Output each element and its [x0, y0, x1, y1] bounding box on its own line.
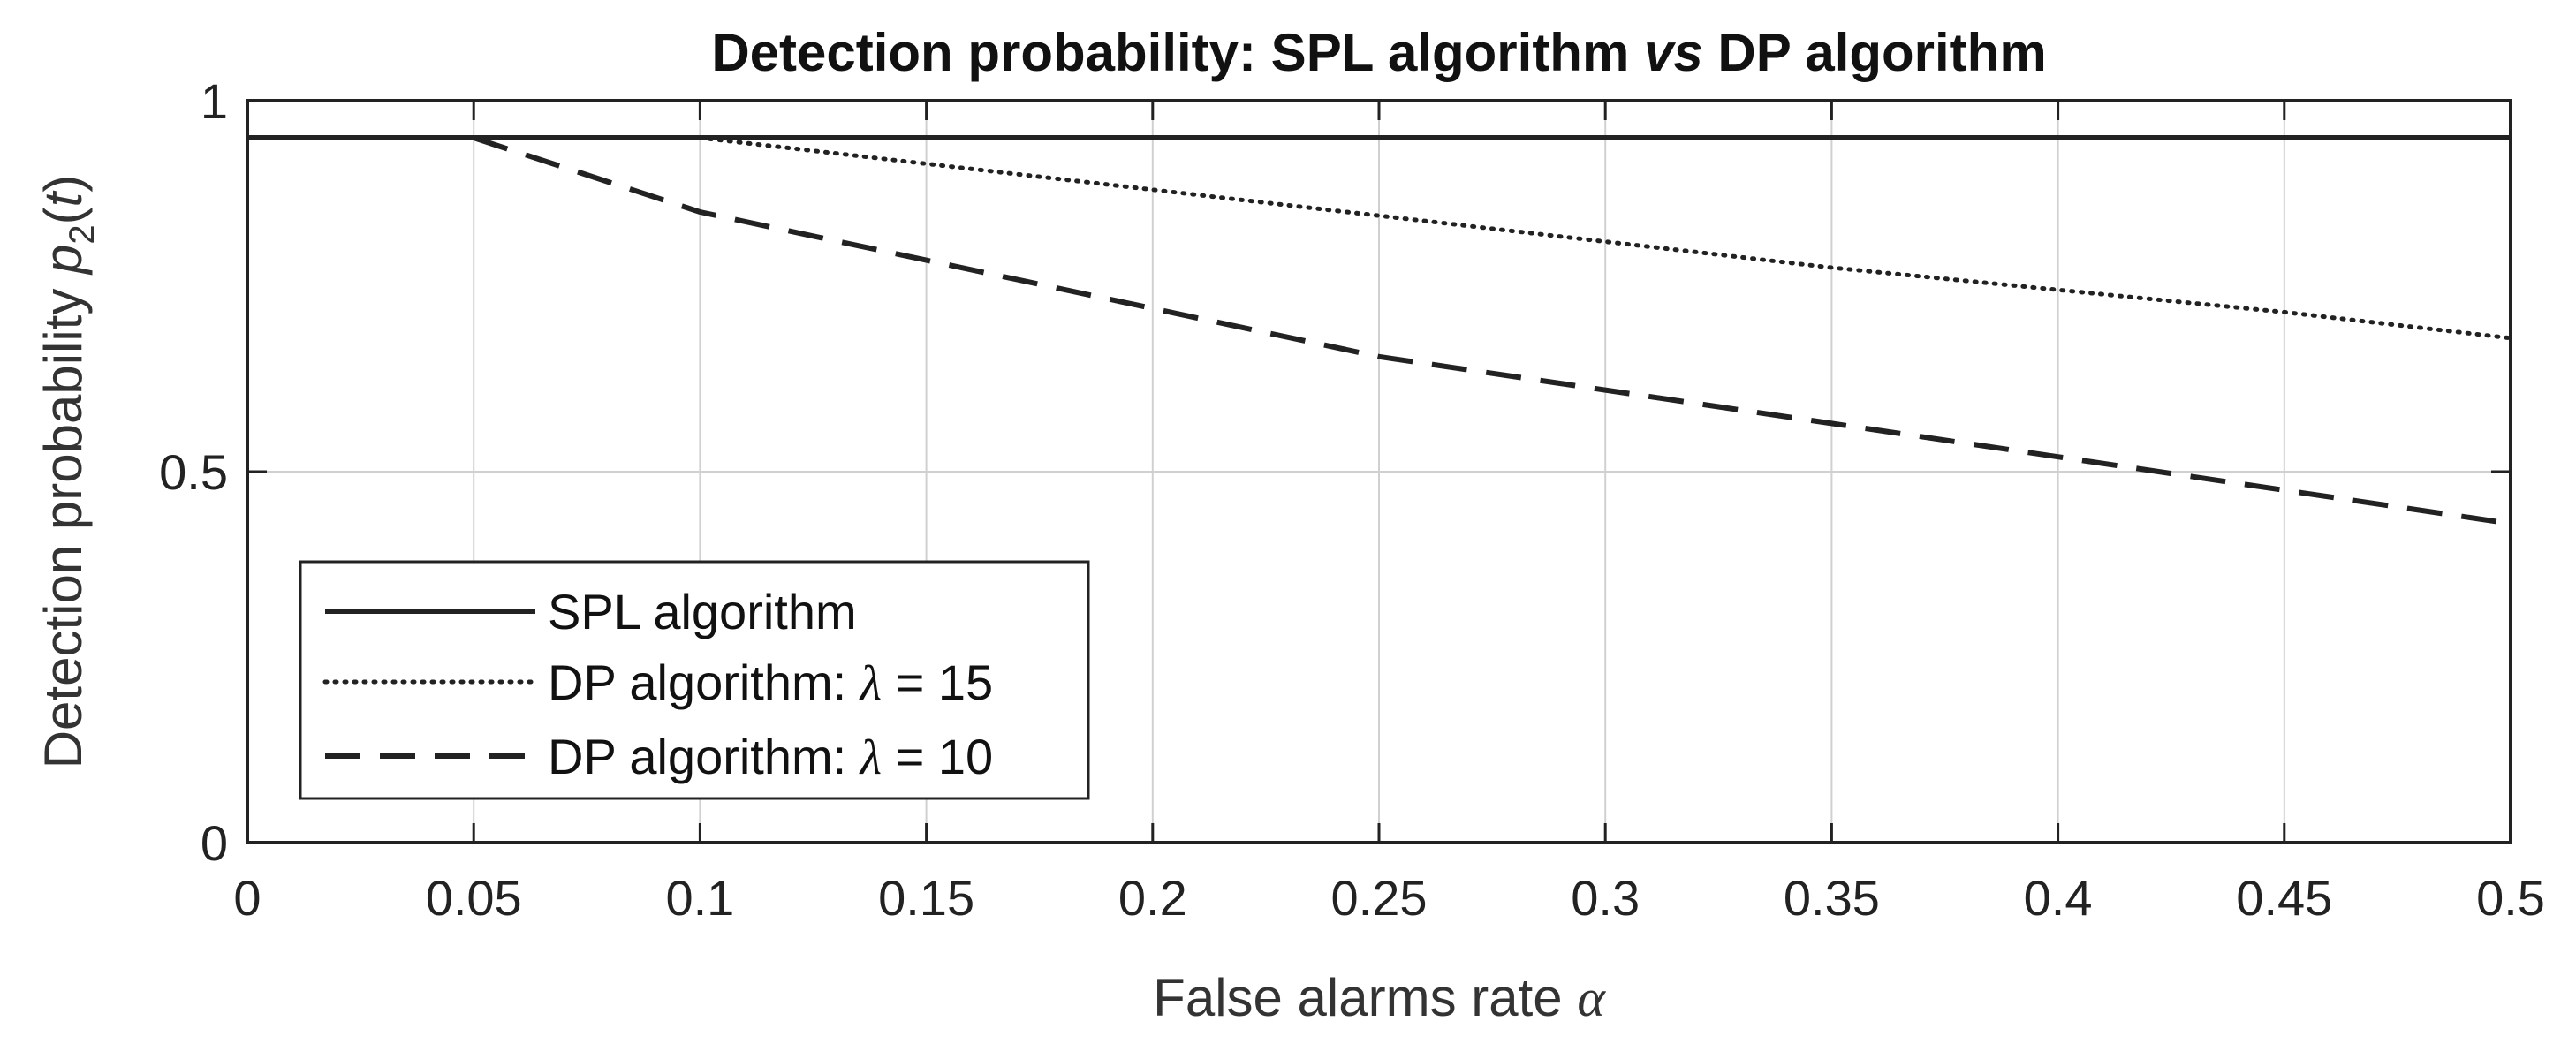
legend-text: = 15 [882, 654, 993, 710]
legend-text: DP algorithm: [548, 654, 860, 710]
legend: SPL algorithm DP algorithm: λ = 15 DP al… [299, 560, 1090, 800]
x-tick-label: 0.2 [1118, 870, 1187, 926]
x-label-text: False alarms rate [1153, 968, 1577, 1027]
x-tick-label: 0.25 [1331, 870, 1428, 926]
grid [247, 101, 2511, 843]
title-part: DP algorithm [1703, 23, 2047, 82]
x-tick-label: 0.05 [426, 870, 522, 926]
y-label-paren: ( [34, 207, 93, 224]
legend-text: DP algorithm: [548, 729, 860, 784]
y-tick-label: 0 [201, 815, 228, 871]
y-tick-label: 1 [201, 73, 228, 129]
x-axis-label: False alarms rate α [1153, 968, 1606, 1027]
y-label-paren: ) [34, 175, 93, 193]
series-line-dashed [473, 135, 2512, 526]
chart-title: Detection probability: SPL algorithm vs … [711, 23, 2046, 82]
series-layer [247, 135, 2513, 526]
legend-label-dp10: DP algorithm: λ = 10 [548, 729, 993, 785]
y-label-subscript: 2 [63, 224, 102, 244]
axis-ticks: 0 0.05 0.1 0.15 0.2 0.25 0.3 0.35 0.4 0.45 0.5 0 0.5… [159, 73, 2545, 926]
x-tick-label: 0.45 [2236, 870, 2332, 926]
x-tick-label: 0.3 [1571, 870, 1640, 926]
y-label-text: Detection probability [34, 274, 93, 768]
title-part: Detection probability: SPL algorithm [711, 23, 1644, 82]
legend-text: = 10 [882, 729, 993, 784]
legend-lambda: λ [859, 656, 882, 711]
x-tick-label: 0 [233, 870, 261, 926]
series-line-dotted [697, 135, 2513, 341]
y-label-symbol: t [34, 190, 93, 207]
x-tick-label: 0.4 [2024, 870, 2093, 926]
legend-lambda: λ [859, 730, 882, 785]
x-tick-label: 0.5 [2476, 870, 2545, 926]
y-axis-label: Detection probability p2(t) [34, 175, 102, 769]
legend-label-dp15: DP algorithm: λ = 15 [548, 654, 993, 711]
legend-label-spl: SPL algorithm [548, 584, 857, 639]
y-tick-label: 0.5 [159, 444, 228, 500]
x-tick-label: 0.35 [1784, 870, 1880, 926]
x-label-symbol: α [1577, 969, 1606, 1027]
x-tick-label: 0.1 [665, 870, 734, 926]
legend-text: SPL algorithm [548, 584, 857, 639]
y-label-symbol: p [34, 245, 93, 276]
title-part-italic: vs [1644, 23, 1703, 82]
x-tick-label: 0.15 [878, 870, 974, 926]
